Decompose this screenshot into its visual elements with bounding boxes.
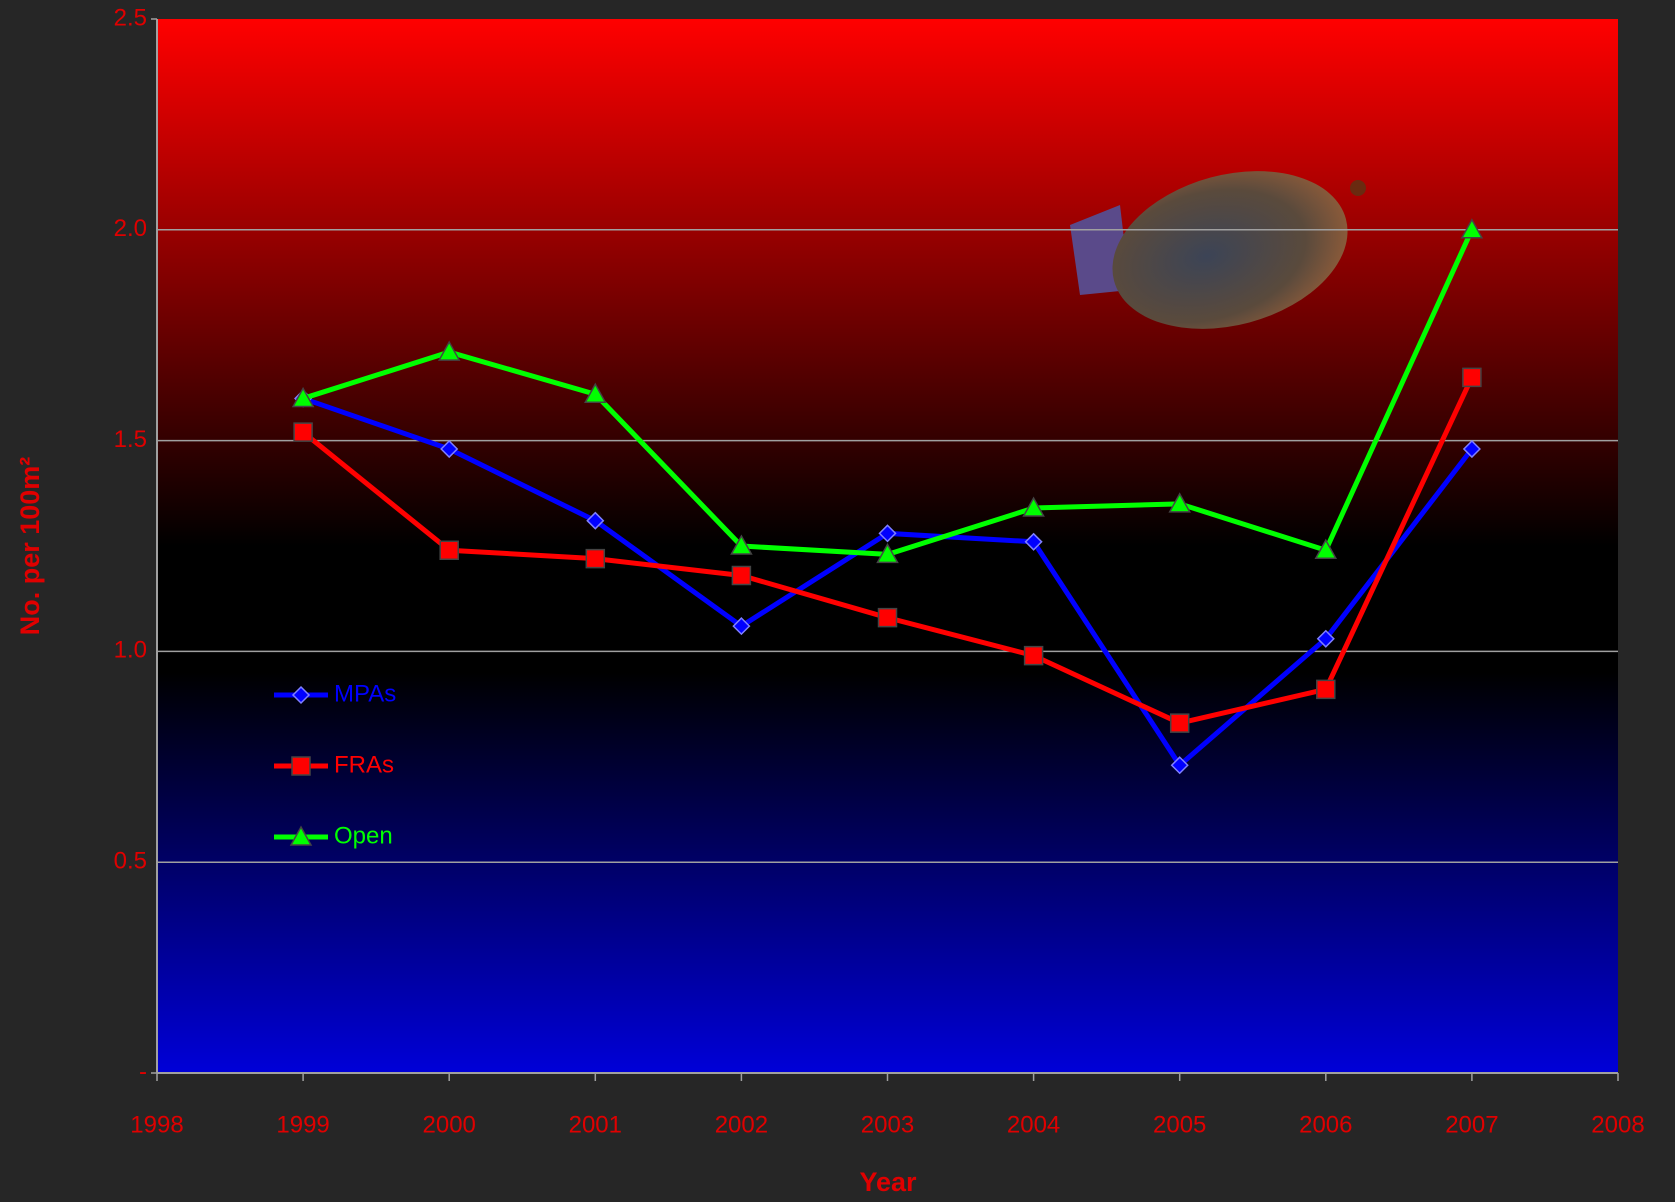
marker [291, 386, 315, 408]
y-tick-label: 2.0 [114, 215, 147, 242]
marker [731, 565, 752, 586]
marker [1024, 532, 1043, 551]
x-tick-label: 1999 [276, 1111, 329, 1138]
x-tick-label: 2002 [715, 1111, 768, 1138]
marker [1462, 439, 1481, 459]
x-axis-label: Year [859, 1167, 917, 1197]
marker [1316, 679, 1336, 700]
marker [1314, 538, 1338, 559]
y-tick-label: 0.5 [114, 848, 147, 875]
marker [1168, 492, 1191, 513]
x-tick-label: 2008 [1591, 1111, 1644, 1138]
marker [1462, 367, 1482, 388]
y-tick-label: 1.0 [114, 637, 147, 664]
marker [291, 756, 311, 776]
marker [437, 340, 461, 361]
x-tick-label: 2004 [1007, 1111, 1060, 1138]
marker [1460, 218, 1484, 239]
marker [293, 422, 313, 442]
x-tick-label: 2001 [569, 1111, 622, 1138]
fish-illustration [1070, 171, 1366, 329]
marker [732, 617, 751, 636]
x-tick-label: 2007 [1445, 1111, 1498, 1138]
marker [439, 540, 459, 560]
marker [584, 382, 607, 403]
marker [289, 825, 313, 846]
y-tick-label: - [139, 1058, 147, 1085]
legend-label: FRAs [334, 751, 394, 778]
marker [1170, 756, 1189, 775]
y-tick-label: 1.5 [114, 426, 147, 453]
marker [1316, 629, 1335, 648]
x-tick-label: 2006 [1299, 1111, 1352, 1138]
marker [878, 524, 897, 543]
marker [291, 685, 311, 705]
x-tick-label: 1998 [130, 1111, 183, 1138]
y-tick-label: 2.5 [114, 4, 147, 31]
x-tick-label: 2003 [861, 1111, 914, 1138]
marker [1022, 496, 1045, 517]
legend-label: Open [334, 822, 393, 849]
x-tick-label: 2005 [1153, 1111, 1206, 1138]
marker [876, 542, 899, 564]
marker [585, 548, 606, 569]
marker [877, 607, 898, 628]
x-tick-label: 2000 [423, 1111, 476, 1138]
marker [730, 534, 753, 555]
marker [586, 511, 605, 530]
legend-label: MPAs [334, 680, 396, 707]
marker [440, 439, 459, 459]
marker [1169, 713, 1190, 733]
marker [1023, 645, 1044, 666]
y-axis-label: No. per 100m² [15, 457, 45, 636]
